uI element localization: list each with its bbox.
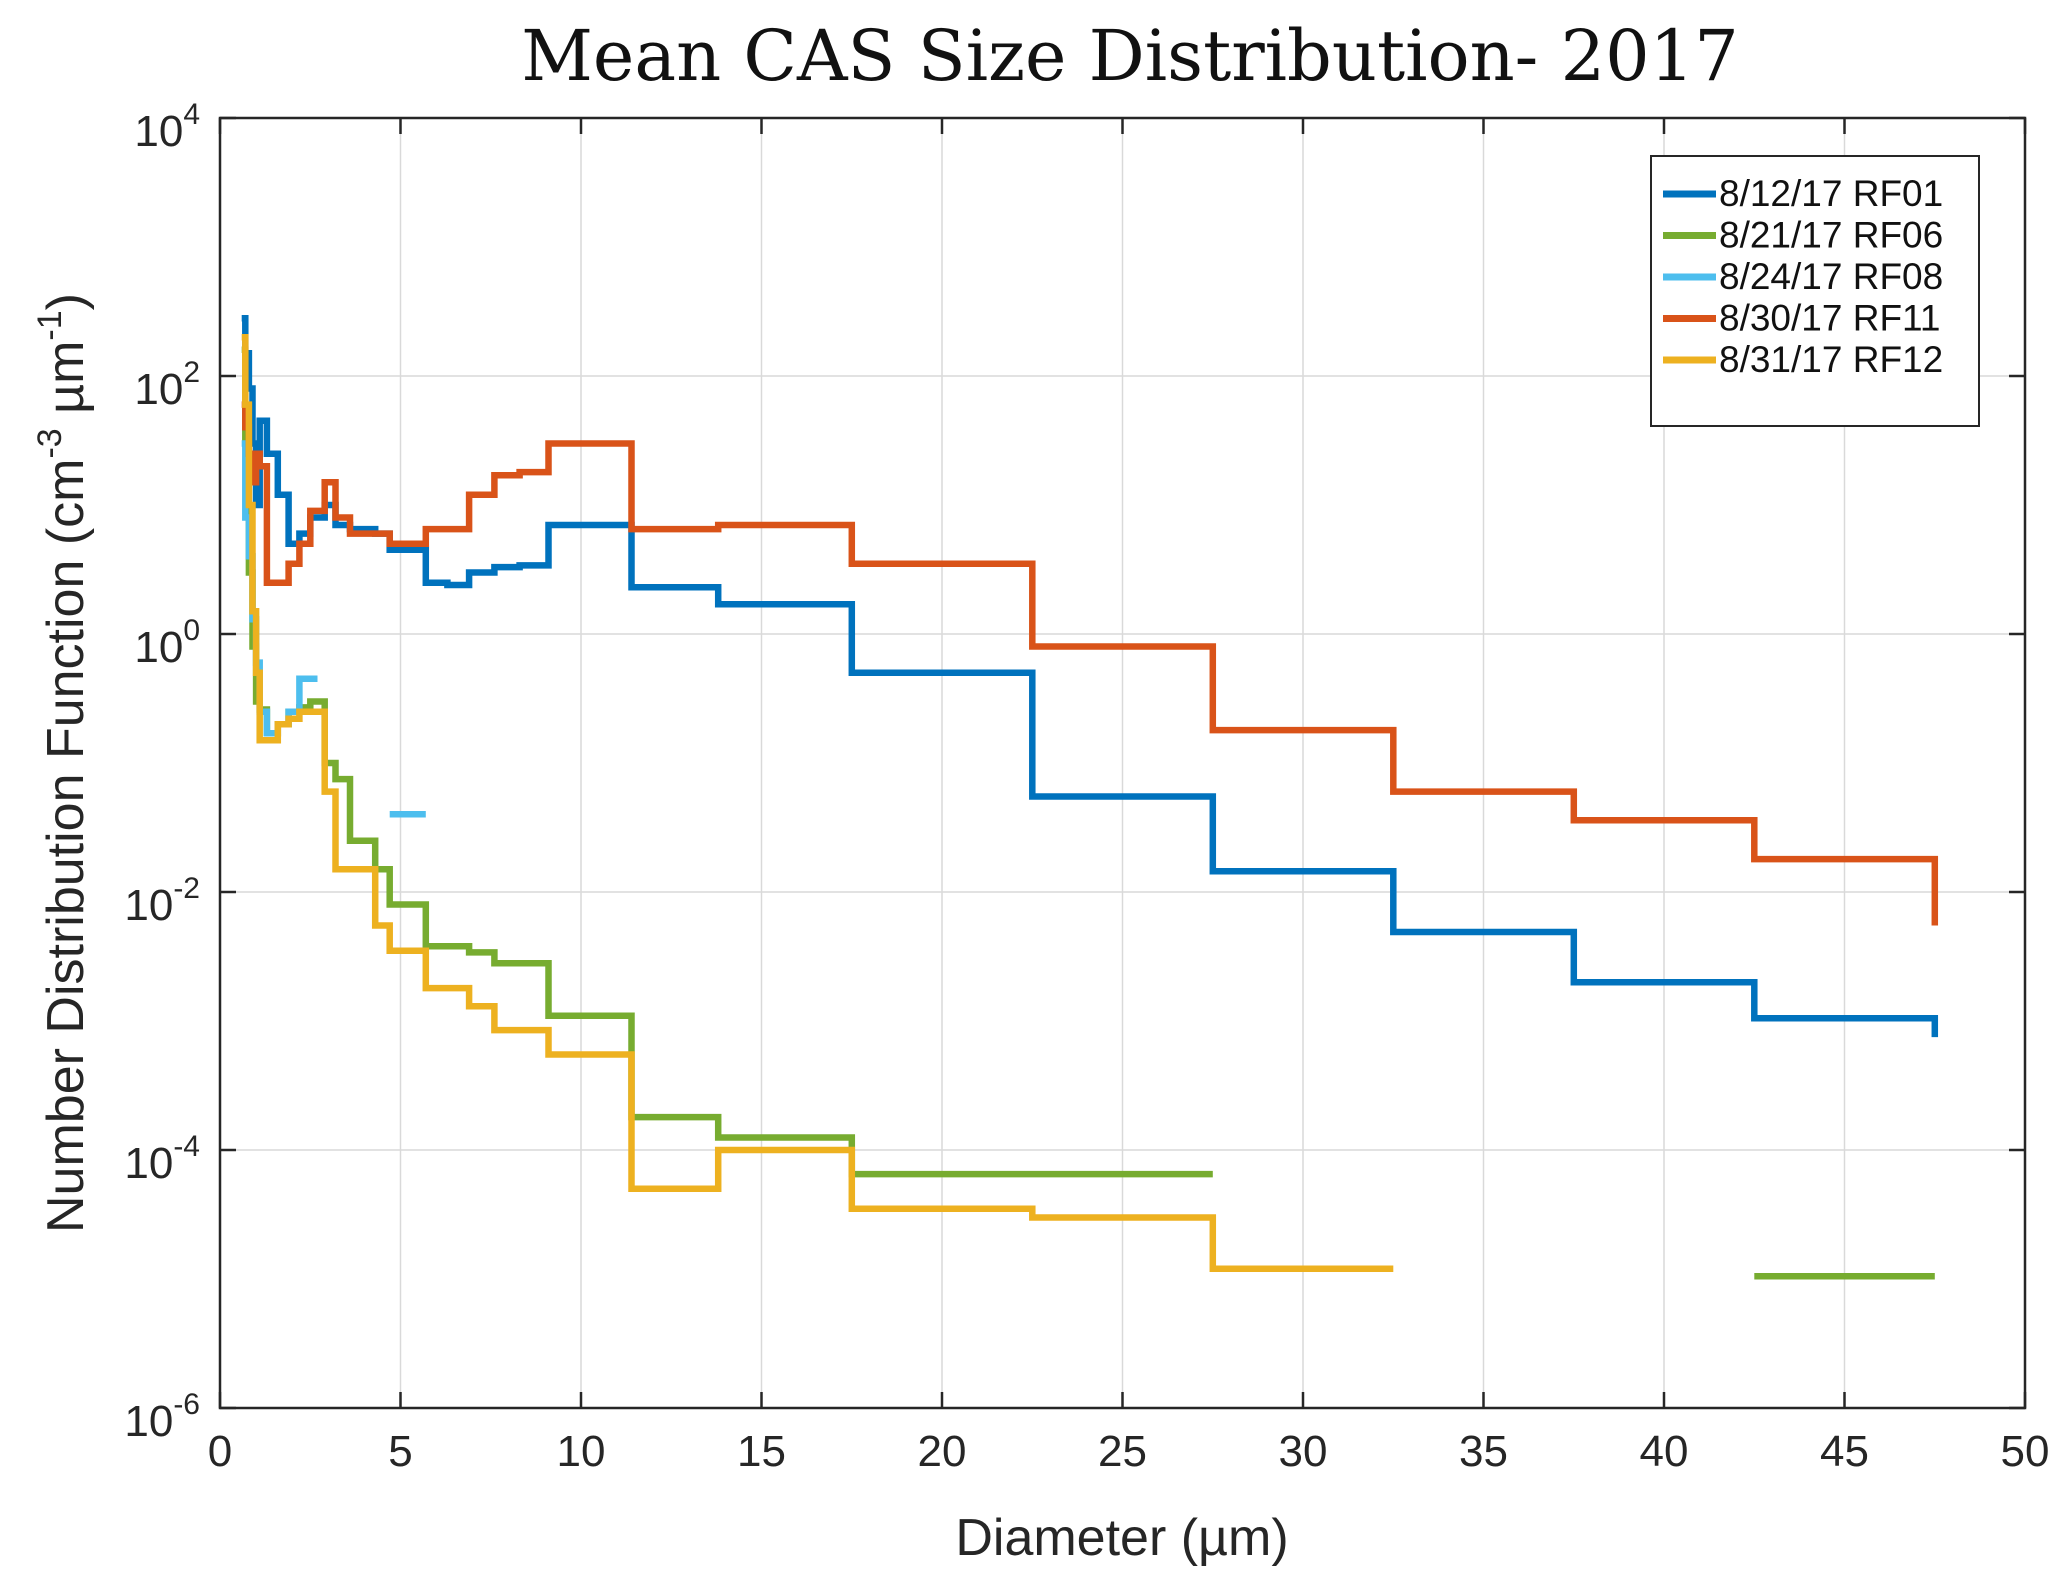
- x-tick-label: 15: [737, 1427, 786, 1476]
- y-tick-label: 10-4: [124, 1130, 200, 1188]
- y-axis-label-sup2: -1: [31, 310, 69, 340]
- series-8-12-17-rf01: [241, 315, 1939, 1038]
- legend-item: 8/12/17 RF01: [1663, 173, 1943, 214]
- series-8-31-17-rf12: [241, 333, 1394, 1273]
- y-axis-label-mid: µm: [37, 341, 95, 429]
- y-tick-base: 10: [124, 1139, 173, 1188]
- y-axis-label-prefix: Number Distribution Function (cm: [37, 459, 95, 1233]
- legend-item: 8/21/17 RF06: [1663, 215, 1943, 256]
- y-tick-base: 10: [134, 365, 183, 414]
- legend-label: 8/12/17 RF01: [1719, 173, 1943, 214]
- y-tick-base: 10: [124, 1397, 173, 1446]
- y-axis-label-suffix: ): [37, 293, 95, 310]
- y-axis-label-sup1: -3: [31, 428, 69, 458]
- y-tick-label: 102: [134, 356, 200, 414]
- legend-label: 8/21/17 RF06: [1719, 215, 1943, 256]
- x-tick-label: 0: [208, 1427, 232, 1476]
- series-layer: [241, 315, 1939, 1280]
- y-tick-base: 10: [134, 623, 183, 672]
- y-axis-label: Number Distribution Function (cm-3 µm-1): [31, 293, 95, 1233]
- y-tick-exponent: 4: [183, 98, 200, 131]
- y-tick-label: 10-6: [124, 1388, 200, 1446]
- y-tick-label: 10-2: [124, 872, 200, 930]
- x-axis-label: Diameter (µm): [955, 1509, 1288, 1567]
- legend-label: 8/30/17 RF11: [1719, 298, 1940, 339]
- series-line: [241, 333, 1394, 1273]
- y-tick-exponent: -2: [173, 872, 200, 905]
- legend-item: 8/31/17 RF12: [1663, 339, 1943, 380]
- legend-item: 8/24/17 RF08: [1663, 256, 1943, 297]
- x-tick-label: 5: [388, 1427, 412, 1476]
- y-tick-exponent: 0: [183, 614, 200, 647]
- y-tick-exponent: -4: [173, 1130, 200, 1163]
- legend-box: [1650, 155, 1980, 427]
- y-tick-exponent: 2: [183, 356, 200, 389]
- x-tick-label: 45: [1820, 1427, 1869, 1476]
- tick-layer: 0 5 10 15 20 25 30 35 40 45 5010-610-410-210010210…: [124, 98, 2049, 1476]
- x-tick-label: 25: [1098, 1427, 1147, 1476]
- chart-title: Mean CAS Size Distribution- 2017: [521, 15, 1738, 97]
- series-8-30-17-rf11: [241, 401, 1939, 926]
- x-tick-label: 10: [557, 1427, 606, 1476]
- x-tick-label: 20: [918, 1427, 967, 1476]
- legend-label: 8/24/17 RF08: [1719, 256, 1943, 297]
- series-line: [241, 401, 1939, 926]
- x-tick-label: 30: [1279, 1427, 1328, 1476]
- y-tick-label: 104: [134, 98, 200, 156]
- legend-item: 8/30/17 RF11: [1663, 298, 1940, 339]
- y-tick-base: 10: [134, 107, 183, 156]
- x-tick-label: 40: [1640, 1427, 1689, 1476]
- y-tick-label: 100: [134, 614, 200, 672]
- series-line: [241, 346, 1213, 1178]
- y-tick-exponent: -6: [173, 1388, 200, 1421]
- series-line: [241, 315, 1939, 1038]
- legend-label: 8/31/17 RF12: [1719, 339, 1943, 380]
- x-tick-label: 50: [2001, 1427, 2050, 1476]
- y-tick-base: 10: [124, 881, 173, 930]
- x-tick-label: 35: [1459, 1427, 1508, 1476]
